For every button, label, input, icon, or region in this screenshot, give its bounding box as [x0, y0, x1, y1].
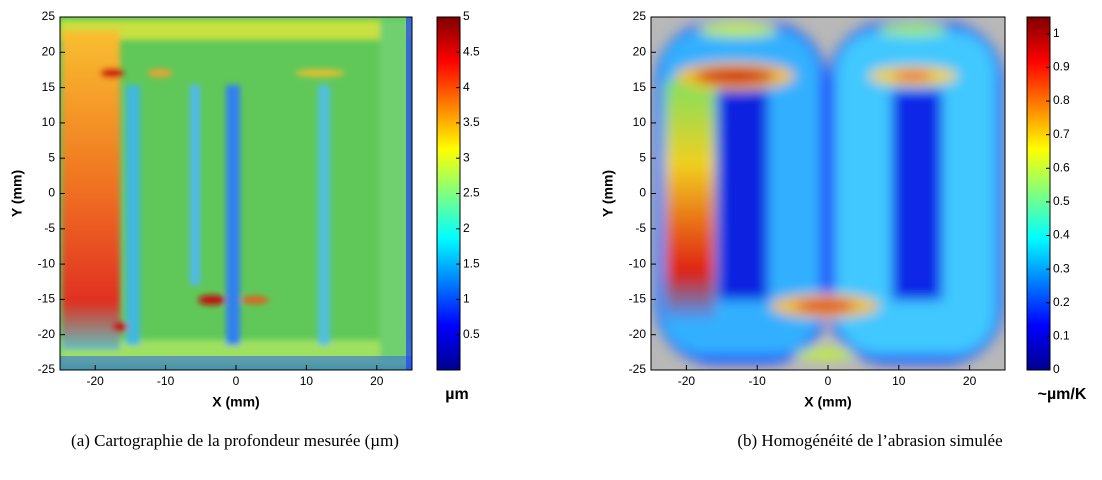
colorbar-tick-label: 0.9 [1053, 60, 1070, 74]
x-axis-label: X (mm) [212, 394, 259, 410]
y-tick-label: -25 [629, 362, 647, 376]
y-tick-label: 5 [639, 150, 646, 164]
caption: (a) Cartographie de la profondeur mesuré… [71, 431, 399, 450]
y-tick-label: -15 [629, 292, 647, 306]
colorbar-tick-label: 3.5 [463, 115, 480, 129]
y-tick-label: -5 [44, 221, 55, 235]
y-tick-label: 5 [48, 150, 55, 164]
heatmap-b [651, 17, 1005, 370]
colorbar-tick-label: 4.5 [463, 44, 480, 58]
x-tick-label: -10 [749, 374, 767, 388]
x-tick-label: -20 [678, 374, 696, 388]
y-tick-label: 25 [633, 9, 647, 23]
x-tick-label: 0 [825, 374, 832, 388]
heatmap-a [60, 17, 412, 370]
caption: (b) Homogénéité de l’abrasion simulée [737, 431, 1002, 450]
colorbar-tick-label: 1.5 [463, 256, 480, 270]
x-tick-label: 20 [963, 374, 977, 388]
colorbar-tick-label: 0 [1053, 362, 1060, 376]
colorbar-tick-label: 0.7 [1053, 127, 1070, 141]
y-axis-label: Y (mm) [600, 170, 616, 217]
y-tick-label: -25 [38, 362, 56, 376]
colorbar-tick-label: 0.1 [1053, 329, 1070, 343]
x-tick-label: 20 [370, 374, 384, 388]
y-tick-label: 10 [633, 115, 647, 129]
colorbar [1026, 16, 1051, 371]
y-tick-label: -15 [38, 292, 56, 306]
colorbar-tick-label: 0.2 [1053, 295, 1070, 309]
y-tick-label: 15 [633, 80, 647, 94]
colorbar-tick-label: 0.6 [1053, 160, 1070, 174]
colorbar-tick-label: 0.5 [1053, 194, 1070, 208]
colorbar-tick-label: 1 [1053, 26, 1060, 40]
colorbar-unit: ~µm/K [1038, 386, 1087, 403]
y-tick-label: -10 [629, 256, 647, 270]
y-tick-label: -20 [38, 327, 56, 341]
colorbar-tick-label: 5 [463, 9, 470, 23]
x-tick-label: 0 [233, 374, 240, 388]
x-tick-label: 10 [892, 374, 906, 388]
y-tick-label: 20 [633, 44, 647, 58]
y-axis-label: Y (mm) [9, 170, 25, 217]
y-tick-label: 15 [42, 80, 56, 94]
x-axis-label: X (mm) [804, 394, 851, 410]
y-tick-label: 0 [48, 186, 55, 200]
colorbar-tick-label: 0.8 [1053, 93, 1070, 107]
colorbar-tick-label: 0.5 [463, 327, 480, 341]
colorbar-tick-label: 0.3 [1053, 261, 1070, 275]
y-tick-label: -5 [635, 221, 646, 235]
y-tick-label: 10 [42, 115, 56, 129]
colorbar-tick-label: 3 [463, 150, 470, 164]
colorbar-tick-label: 1 [463, 292, 470, 306]
x-tick-label: -10 [157, 374, 175, 388]
y-tick-label: -20 [629, 327, 647, 341]
y-tick-label: 20 [42, 44, 56, 58]
x-tick-label: 10 [300, 374, 314, 388]
colorbar-tick-label: 2 [463, 221, 470, 235]
colorbar-unit: µm [445, 386, 468, 403]
x-tick-label: -20 [87, 374, 105, 388]
colorbar-tick-label: 4 [463, 80, 470, 94]
y-tick-label: -10 [38, 256, 56, 270]
colorbar-tick-label: 2.5 [463, 186, 480, 200]
colorbar-tick-label: 0.4 [1053, 228, 1070, 242]
y-tick-label: 0 [639, 186, 646, 200]
y-tick-label: 25 [42, 9, 56, 23]
